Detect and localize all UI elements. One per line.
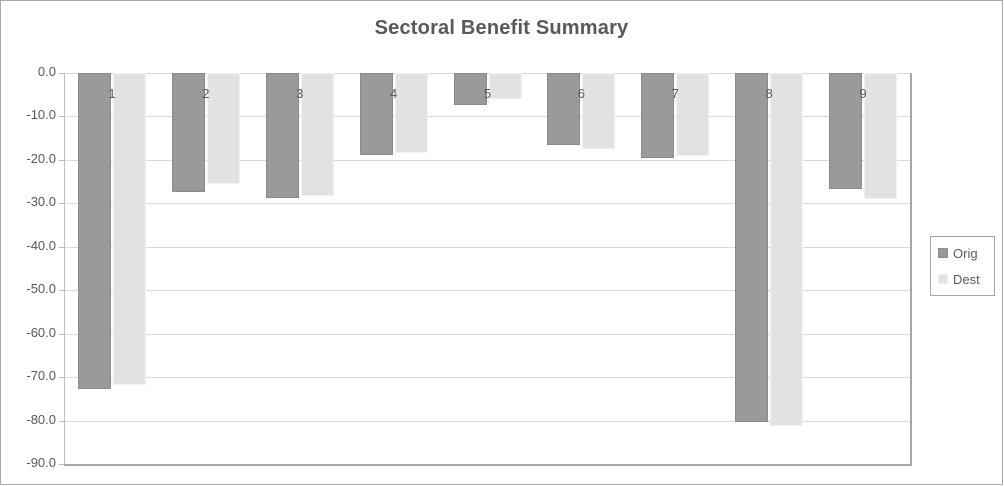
legend-label-orig: Orig <box>953 245 978 261</box>
x-axis-category-label: 2 <box>202 86 210 101</box>
x-axis-category-label: 7 <box>671 86 679 101</box>
gridline <box>65 116 910 118</box>
bar-dest-3[interactable] <box>300 73 334 197</box>
y-axis-tick-label: -90.0 <box>26 455 56 470</box>
y-axis-tick <box>59 290 64 292</box>
bar-dest-1[interactable] <box>112 73 146 385</box>
bar-dest-4[interactable] <box>394 73 428 153</box>
bar-dest-9[interactable] <box>864 73 898 200</box>
legend-swatch-orig-icon <box>938 248 948 258</box>
y-axis-tick <box>59 377 64 379</box>
y-axis-tick <box>59 73 64 74</box>
gridline <box>65 420 910 422</box>
bar-orig-6[interactable] <box>547 73 581 146</box>
bar-dest-6[interactable] <box>582 73 616 150</box>
y-axis-tick <box>59 333 64 335</box>
gridline <box>65 203 910 205</box>
y-axis-tick <box>59 159 64 161</box>
x-axis-category-label: 9 <box>859 86 867 101</box>
y-axis-tick-label: -30.0 <box>26 194 56 210</box>
bar-dest-8[interactable] <box>770 73 804 427</box>
gridline <box>65 377 910 379</box>
bar-dest-5[interactable] <box>488 73 522 99</box>
legend-label-dest: Dest <box>953 271 980 287</box>
x-axis-category-label: 5 <box>483 86 492 101</box>
legend-entry-orig[interactable]: Orig <box>938 247 994 260</box>
bar-dest-2[interactable] <box>206 73 240 185</box>
y-axis-tick <box>59 116 64 118</box>
y-axis-tick-label: -60.0 <box>26 324 56 340</box>
gridline <box>65 73 910 74</box>
gridline <box>65 246 910 248</box>
y-axis-tick-label: 0.0 <box>37 64 56 79</box>
bar-orig-7[interactable] <box>641 73 675 159</box>
gridline <box>65 333 910 335</box>
legend[interactable]: Orig Dest <box>930 236 995 296</box>
bar-orig-5[interactable] <box>453 73 487 105</box>
x-axis-category-label: 8 <box>765 86 773 101</box>
x-axis-category-label: 4 <box>389 86 398 101</box>
bar-orig-4[interactable] <box>359 73 393 156</box>
bar-orig-2[interactable] <box>171 73 205 192</box>
gridline <box>65 290 910 292</box>
legend-entry-dest[interactable]: Dest <box>938 273 994 286</box>
bar-orig-9[interactable] <box>829 73 863 189</box>
y-axis-tick <box>59 464 64 465</box>
y-axis-tick-label: -70.0 <box>26 368 56 384</box>
x-axis-category-label: 6 <box>577 86 585 101</box>
legend-swatch-dest-icon <box>938 274 948 284</box>
y-axis-tick <box>59 203 64 205</box>
y-axis-tick <box>59 420 64 422</box>
y-axis-tick-label: -40.0 <box>26 237 56 253</box>
y-axis-tick-label: -50.0 <box>26 281 56 297</box>
chart-title[interactable]: Sectoral Benefit Summary <box>374 17 629 39</box>
plot-area: 1 2 3 4 5 6 7 8 9 <box>64 73 912 466</box>
y-axis-tick-label: -80.0 <box>26 411 56 427</box>
y-axis-tick-label: -20.0 <box>26 150 56 166</box>
y-axis-tick-label: -10.0 <box>26 107 56 123</box>
bar-dest-7[interactable] <box>676 73 710 157</box>
bar-orig-3[interactable] <box>265 73 299 199</box>
y-axis-tick <box>59 246 64 248</box>
x-axis-category-label: 1 <box>108 86 116 101</box>
bar-orig-8[interactable] <box>735 73 769 422</box>
x-axis-category-label: 3 <box>296 86 304 101</box>
gridline <box>65 159 910 161</box>
bar-orig-1[interactable] <box>77 73 111 390</box>
